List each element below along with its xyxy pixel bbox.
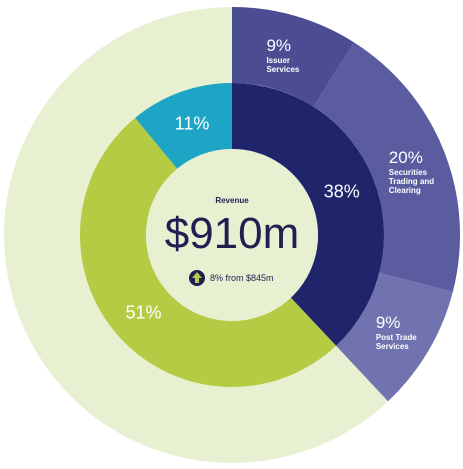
inner-value-label: 38% xyxy=(323,181,360,202)
center-title: Revenue xyxy=(215,196,249,205)
outer-name-label: Issuer Services xyxy=(266,56,300,75)
outer-value-label: 9% xyxy=(266,36,292,56)
inner-value-label: 51% xyxy=(125,302,162,323)
inner-value-label: 11% xyxy=(174,113,210,134)
outer-label: 9% Post Trade Services xyxy=(376,313,426,351)
outer-label: 20% Securities Trading and Clearing xyxy=(389,148,439,195)
outer-name-label: Securities Trading and Clearing xyxy=(388,167,435,195)
inner-slice xyxy=(232,83,385,346)
outer-value-label: 9% xyxy=(375,312,401,332)
arrow-up xyxy=(192,272,202,283)
outer-label: 9% Issuer Services xyxy=(266,36,316,74)
inner-slice xyxy=(79,117,337,388)
outer-slice xyxy=(232,7,355,107)
inner-slice xyxy=(135,83,232,169)
annotation: 8% from $845m xyxy=(210,273,274,283)
outer-slice xyxy=(336,272,453,402)
outer-name-label: Post Trade Services xyxy=(375,332,417,351)
outer-slice xyxy=(313,42,461,292)
outer-value-label: 20% xyxy=(388,147,423,167)
center-value: $910m xyxy=(165,209,300,258)
